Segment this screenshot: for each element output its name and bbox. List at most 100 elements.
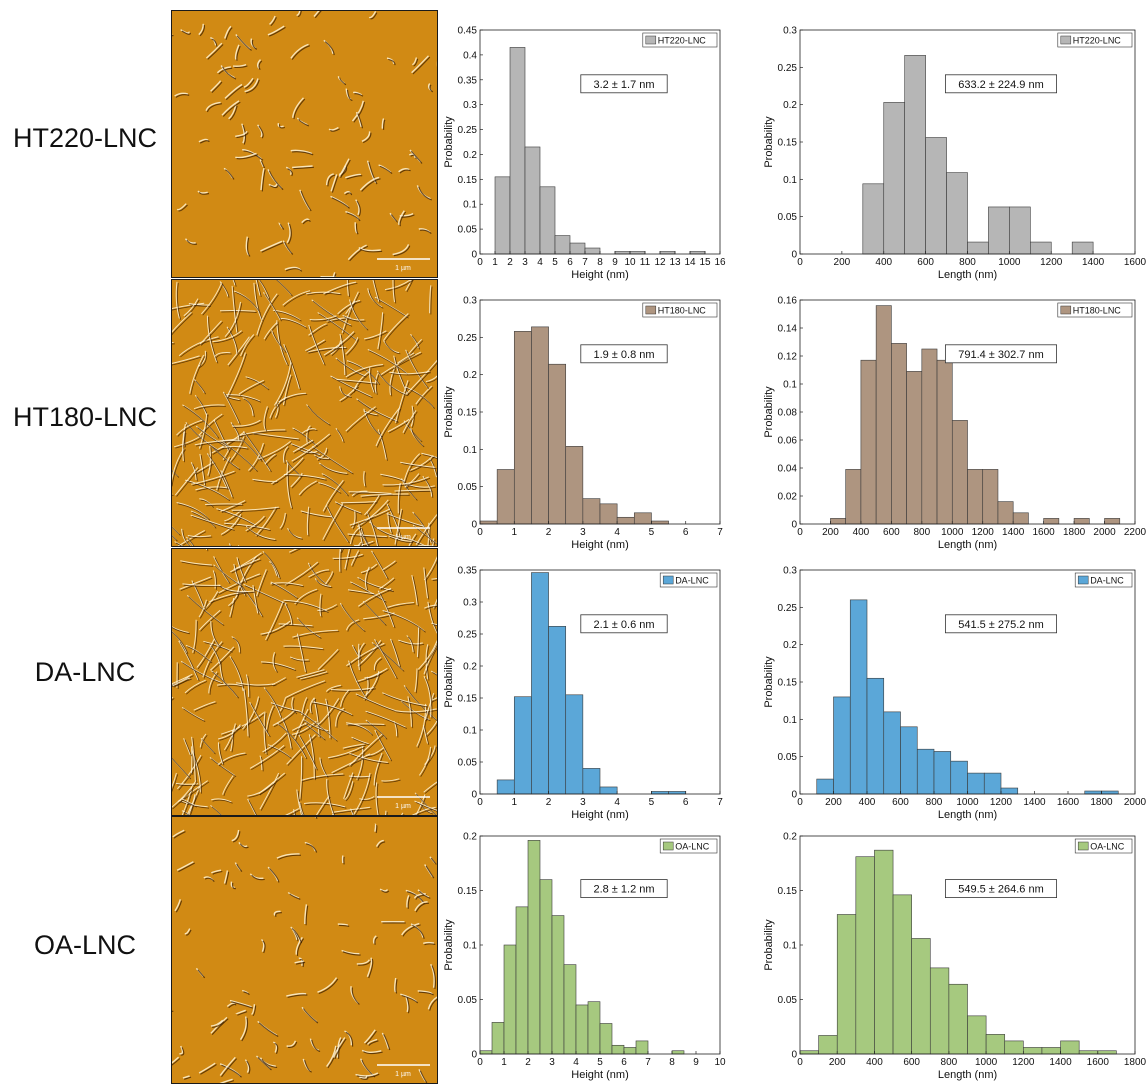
afm-fiber-shadow bbox=[363, 1051, 383, 1055]
afm-fiber bbox=[232, 280, 236, 286]
afm-fiber-shadow bbox=[297, 670, 326, 679]
afm-fiber bbox=[357, 541, 362, 546]
afm-fiber-shadow bbox=[367, 748, 386, 758]
afm-fiber-shadow bbox=[172, 781, 198, 810]
afm-fiber bbox=[394, 977, 397, 993]
legend-box bbox=[1057, 302, 1133, 318]
afm-fiber-shadow bbox=[281, 319, 308, 329]
afm-fiber bbox=[172, 780, 197, 808]
legend-swatch bbox=[1060, 35, 1072, 45]
afm-fiber-shadow bbox=[302, 774, 345, 782]
legend-box bbox=[1074, 572, 1133, 588]
afm-fiber bbox=[368, 11, 377, 19]
histogram-bar bbox=[565, 446, 584, 525]
afm-fiber-shadow bbox=[354, 774, 372, 815]
afm-fiber-shadow bbox=[350, 735, 384, 768]
afm-fiber bbox=[183, 738, 191, 756]
afm-fiber bbox=[235, 1009, 246, 1015]
afm-fiber bbox=[333, 1037, 346, 1058]
histogram-bar bbox=[531, 572, 549, 795]
afm-fiber bbox=[188, 303, 210, 306]
afm-fiber-shadow bbox=[233, 421, 262, 428]
afm-fiber bbox=[349, 733, 383, 766]
y-tick-label: 0.06 bbox=[778, 436, 798, 447]
afm-fiber-shadow bbox=[192, 738, 197, 782]
x-tick-label: 200 bbox=[822, 527, 839, 538]
afm-fiber-shadow bbox=[383, 1034, 391, 1051]
afm-fiber bbox=[184, 928, 191, 935]
afm-fiber-shadow bbox=[275, 363, 293, 407]
afm-fiber bbox=[249, 701, 270, 737]
afm-fiber-shadow bbox=[278, 724, 308, 760]
x-tick-label: 1400 bbox=[1002, 527, 1025, 538]
y-tick-label: 0 bbox=[791, 790, 797, 801]
legend-label: HT220-LNC bbox=[1073, 36, 1122, 46]
afm-fiber-shadow bbox=[242, 124, 247, 145]
length-histogram-ht180: 0 200 400 600 800 1000 1200 1400 1600 1800 2000 220… bbox=[763, 296, 1147, 552]
x-tick-label: 1800 bbox=[1124, 1057, 1147, 1068]
afm-fiber-shadow bbox=[194, 702, 217, 712]
x-tick-label: 11 bbox=[640, 257, 651, 268]
afm-fiber-shadow bbox=[187, 538, 195, 546]
afm-fiber bbox=[231, 419, 261, 427]
afm-fiber-shadow bbox=[432, 624, 437, 627]
afm-fiber bbox=[336, 378, 377, 384]
afm-fiber-shadow bbox=[219, 585, 248, 594]
length-histogram-oa: 0 200 400 600 800 1000 1200 1400 1600 1800 0 0.05 0.… bbox=[763, 832, 1147, 1082]
afm-fiber-shadow bbox=[293, 722, 318, 737]
afm-fiber bbox=[180, 560, 212, 566]
histogram-bar bbox=[491, 1022, 505, 1055]
afm-fiber bbox=[322, 479, 344, 512]
afm-fiber-shadow bbox=[297, 11, 302, 18]
stat-annotation-box bbox=[944, 614, 1057, 634]
afm-fiber-shadow bbox=[212, 799, 233, 804]
afm-fiber-shadow bbox=[346, 407, 378, 433]
x-tick-label: 1600 bbox=[1033, 527, 1056, 538]
legend-box bbox=[642, 32, 718, 48]
afm-fiber-shadow bbox=[293, 631, 340, 639]
afm-fiber-shadow bbox=[192, 463, 198, 482]
afm-fiber bbox=[394, 489, 432, 492]
x-tick-label: 12 bbox=[654, 257, 666, 268]
afm-fiber-shadow bbox=[402, 701, 431, 722]
afm-fiber-shadow bbox=[368, 350, 409, 375]
afm-fiber-shadow bbox=[342, 951, 361, 956]
x-tick-label: 7 bbox=[645, 1057, 651, 1068]
afm-fiber-shadow bbox=[241, 335, 256, 358]
afm-fiber-shadow bbox=[317, 699, 341, 728]
histogram-bar bbox=[1071, 241, 1094, 255]
y-tick-label: 0.3 bbox=[463, 296, 477, 307]
afm-fiber-shadow bbox=[404, 454, 422, 484]
afm-fiber-shadow bbox=[265, 455, 278, 466]
afm-fiber-shadow bbox=[202, 283, 224, 316]
afm-fiber bbox=[172, 626, 189, 633]
afm-fiber-shadow bbox=[410, 150, 423, 164]
afm-fiber-shadow bbox=[386, 812, 388, 815]
afm-fiber-shadow bbox=[239, 843, 249, 849]
afm-fiber bbox=[432, 598, 437, 609]
afm-fiber bbox=[372, 935, 377, 944]
afm-fiber-shadow bbox=[273, 711, 297, 728]
afm-fiber-shadow bbox=[383, 561, 398, 572]
afm-fiber bbox=[244, 1059, 250, 1073]
y-tick-label: 0.08 bbox=[778, 408, 798, 419]
x-tick-label: 1800 bbox=[1090, 797, 1113, 808]
afm-fiber bbox=[197, 350, 206, 367]
afm-fiber-shadow bbox=[274, 1042, 279, 1054]
afm-fiber bbox=[323, 281, 357, 295]
afm-fiber bbox=[360, 532, 369, 546]
afm-fiber-shadow bbox=[207, 44, 224, 60]
afm-fiber-shadow bbox=[352, 738, 370, 746]
afm-fiber-shadow bbox=[278, 124, 286, 129]
afm-fiber bbox=[338, 158, 350, 177]
afm-fiber bbox=[325, 173, 334, 186]
histogram-bar bbox=[671, 1050, 685, 1055]
afm-fiber-shadow bbox=[333, 555, 365, 561]
y-tick-label: 0.12 bbox=[778, 352, 798, 363]
afm-fiber bbox=[172, 311, 192, 333]
afm-fiber-shadow bbox=[195, 380, 207, 395]
afm-fiber bbox=[332, 272, 336, 277]
afm-fiber-shadow bbox=[287, 1041, 298, 1049]
afm-fiber bbox=[400, 461, 436, 468]
afm-fiber-shadow bbox=[203, 642, 224, 679]
